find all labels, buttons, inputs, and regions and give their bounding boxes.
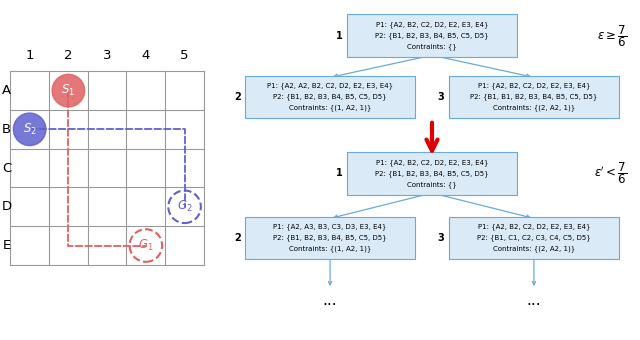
Text: E: E: [3, 239, 10, 252]
Text: P1: {A2, B2, C2, D2, E2, E3, E4}: P1: {A2, B2, C2, D2, E2, E3, E4}: [477, 83, 590, 89]
Text: ...: ...: [323, 293, 337, 308]
Text: P1: {A2, A3, B3, C3, D3, E3, E4}: P1: {A2, A3, B3, C3, D3, E3, E4}: [273, 224, 387, 231]
Text: P2: {B1, B2, B3, B4, B5, C5, D5}: P2: {B1, B2, B3, B4, B5, C5, D5}: [375, 32, 489, 39]
Circle shape: [13, 113, 46, 146]
Text: 3: 3: [438, 92, 444, 102]
Text: P2: {B1, B2, B3, B4, B5, C5, D5}: P2: {B1, B2, B3, B4, B5, C5, D5}: [273, 94, 387, 100]
Text: Contraints: {(2, A2, 1)}: Contraints: {(2, A2, 1)}: [493, 245, 575, 252]
Text: 1: 1: [26, 49, 34, 62]
Text: 2: 2: [234, 92, 241, 102]
Text: P1: {A2, B2, C2, D2, E2, E3, E4}: P1: {A2, B2, C2, D2, E2, E3, E4}: [376, 21, 488, 28]
FancyBboxPatch shape: [449, 217, 620, 259]
FancyBboxPatch shape: [449, 76, 620, 118]
Text: $S_2$: $S_2$: [22, 122, 36, 137]
Text: C: C: [2, 162, 11, 174]
Text: B: B: [2, 123, 11, 136]
Text: A: A: [2, 84, 11, 97]
Text: D: D: [1, 200, 12, 213]
Text: 3: 3: [438, 233, 444, 243]
Text: P2: {B1, B2, B3, B4, B5, C5, D5}: P2: {B1, B2, B3, B4, B5, C5, D5}: [375, 170, 489, 177]
Text: P1: {A2, A2, B2, C2, D2, E2, E3, E4}: P1: {A2, A2, B2, C2, D2, E2, E3, E4}: [267, 83, 393, 89]
Text: Contraints: {}: Contraints: {}: [407, 43, 457, 50]
Text: $G_2$: $G_2$: [177, 199, 193, 214]
Text: $G_1$: $G_1$: [138, 238, 154, 253]
Text: Contraints: {(2, A2, 1)}: Contraints: {(2, A2, 1)}: [493, 104, 575, 111]
Text: 2: 2: [64, 49, 72, 62]
Text: Contraints: {}: Contraints: {}: [407, 181, 457, 188]
Text: P2: {B1, B2, B3, B4, B5, C5, D5}: P2: {B1, B2, B3, B4, B5, C5, D5}: [273, 235, 387, 241]
FancyBboxPatch shape: [245, 217, 415, 259]
Text: $\varepsilon' < \dfrac{7}{6}$: $\varepsilon' < \dfrac{7}{6}$: [594, 160, 627, 186]
Text: P1: {A2, B2, C2, D2, E2, E3, E4}: P1: {A2, B2, C2, D2, E2, E3, E4}: [376, 159, 488, 166]
Text: 5: 5: [180, 49, 189, 62]
Text: 1: 1: [336, 168, 342, 179]
Text: $S_1$: $S_1$: [61, 83, 76, 98]
Circle shape: [52, 74, 84, 107]
FancyBboxPatch shape: [245, 76, 415, 118]
FancyBboxPatch shape: [347, 14, 517, 57]
Text: P2: {B1, C1, C2, C3, C4, C5, D5}: P2: {B1, C1, C2, C3, C4, C5, D5}: [477, 235, 591, 241]
Text: 1: 1: [336, 31, 342, 41]
Text: 2: 2: [234, 233, 241, 243]
Text: Contraints: {(1, A2, 1)}: Contraints: {(1, A2, 1)}: [289, 104, 371, 111]
Text: P2: {B1, B1, B2, B3, B4, B5, C5, D5}: P2: {B1, B1, B2, B3, B4, B5, C5, D5}: [470, 94, 598, 100]
Text: 4: 4: [141, 49, 150, 62]
Text: P1: {A2, B2, C2, D2, E2, E3, E4}: P1: {A2, B2, C2, D2, E2, E3, E4}: [477, 224, 590, 231]
FancyBboxPatch shape: [347, 152, 517, 194]
Text: $\varepsilon \geq \dfrac{7}{6}$: $\varepsilon \geq \dfrac{7}{6}$: [597, 23, 627, 49]
Text: 3: 3: [103, 49, 111, 62]
Text: ...: ...: [527, 293, 541, 308]
Text: Contraints: {(1, A2, 1)}: Contraints: {(1, A2, 1)}: [289, 245, 371, 252]
